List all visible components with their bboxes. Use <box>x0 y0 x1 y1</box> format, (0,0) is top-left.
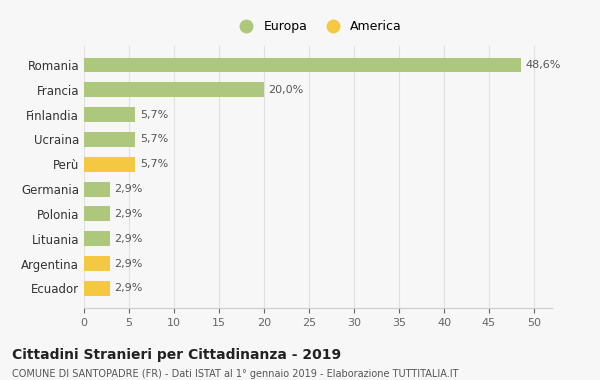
Text: 2,9%: 2,9% <box>115 184 143 194</box>
Text: Cittadini Stranieri per Cittadinanza - 2019: Cittadini Stranieri per Cittadinanza - 2… <box>12 348 341 362</box>
Text: 20,0%: 20,0% <box>269 85 304 95</box>
Bar <box>84 182 110 196</box>
Text: 2,9%: 2,9% <box>115 209 143 219</box>
Bar <box>84 256 110 271</box>
Text: 5,7%: 5,7% <box>140 159 168 169</box>
Bar <box>84 206 110 222</box>
Bar <box>84 132 136 147</box>
Bar <box>84 281 110 296</box>
Text: 2,9%: 2,9% <box>115 234 143 244</box>
Legend: Europa, America: Europa, America <box>229 15 407 38</box>
Text: 5,7%: 5,7% <box>140 109 168 120</box>
Text: 48,6%: 48,6% <box>526 60 561 70</box>
Bar <box>84 57 521 73</box>
Text: 2,9%: 2,9% <box>115 259 143 269</box>
Bar <box>84 157 136 172</box>
Text: 2,9%: 2,9% <box>115 283 143 293</box>
Bar <box>84 82 264 97</box>
Text: COMUNE DI SANTOPADRE (FR) - Dati ISTAT al 1° gennaio 2019 - Elaborazione TUTTITA: COMUNE DI SANTOPADRE (FR) - Dati ISTAT a… <box>12 369 458 378</box>
Bar <box>84 231 110 246</box>
Bar <box>84 107 136 122</box>
Text: 5,7%: 5,7% <box>140 135 168 144</box>
